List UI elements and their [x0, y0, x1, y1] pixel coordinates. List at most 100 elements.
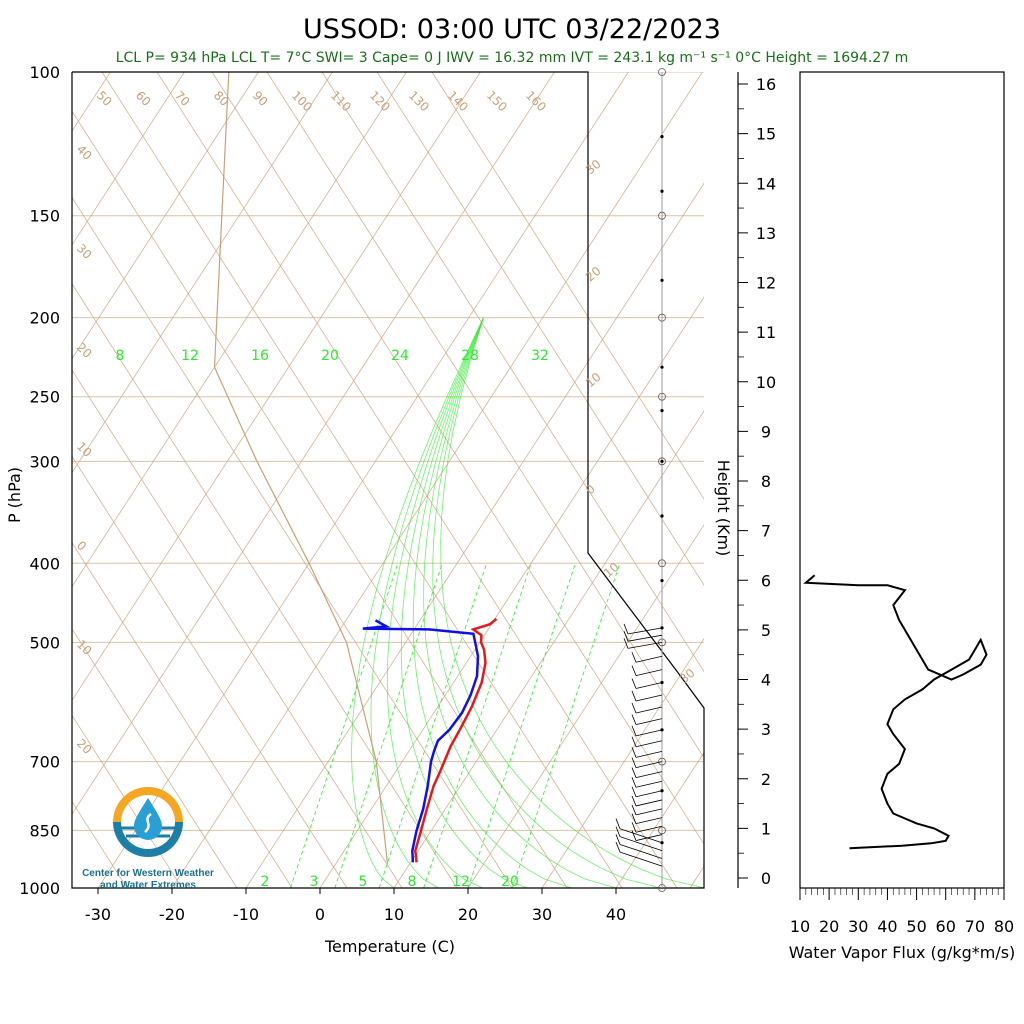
height-tick-label: 5 [761, 621, 771, 640]
mixing-ratio-label: 28 [461, 348, 479, 364]
wind-barb-flag [631, 747, 637, 758]
wind-level-dot [660, 365, 664, 369]
wind-barb [635, 799, 663, 807]
adiabat-line [101, 72, 623, 888]
flux-x-axis-label: Water Vapor Flux (g/kg*m/s) [789, 943, 1016, 962]
mixing-ratio-label: 20 [321, 348, 339, 364]
adiabat-line [72, 455, 348, 888]
wind-barb [635, 817, 663, 825]
wind-barb [619, 851, 663, 867]
adiabat-line [376, 72, 704, 586]
adiabat-line [321, 72, 704, 673]
height-tick-label: 10 [756, 373, 776, 392]
wind-barb-flag [631, 736, 637, 747]
height-tick-label: 4 [761, 671, 771, 690]
wind-level-dot [660, 135, 664, 139]
stats-line: LCL P= 934 hPa LCL T= 7°C SWI= 3 Cape= 0… [116, 50, 909, 66]
flux-tick-label: 20 [819, 917, 839, 936]
isotherm-line [541, 638, 704, 888]
flux-tick-label: 60 [936, 917, 956, 936]
moist-adiabat-line [370, 317, 484, 888]
wind-level-dot [660, 409, 664, 413]
wind-level-dot [660, 514, 664, 518]
skewt-background [72, 72, 704, 888]
isotherm-line [393, 410, 704, 888]
isotherm-line [72, 72, 407, 588]
wind-barb-flag [615, 826, 621, 837]
dewpoint-line [362, 619, 480, 863]
wind-barb-flag [631, 725, 637, 736]
mixing-ratio-label: 3 [310, 874, 319, 890]
wind-level-dot [660, 278, 664, 282]
y-tick-label: 250 [29, 388, 60, 407]
logo-sun [113, 787, 183, 822]
calm-wind-circle [658, 638, 666, 647]
chart-title: USSOD: 03:00 UTC 03/22/2023 [303, 14, 721, 45]
wind-barb [635, 780, 663, 788]
moist-adiabat-line [400, 317, 528, 888]
wind-barb [635, 834, 663, 841]
height-tick-label: 0 [761, 869, 771, 888]
y-tick-label: 400 [29, 554, 60, 573]
height-tick-label: 7 [761, 522, 771, 541]
flux-plot-frame [799, 71, 1005, 889]
wind-barb [627, 627, 663, 635]
wind-level-dot [660, 459, 664, 463]
wind-level-dot [660, 578, 664, 583]
mixing-ratio-label: 24 [391, 348, 409, 364]
wind-barb-flag [631, 665, 637, 676]
adiabat-line [72, 714, 183, 888]
x-tick-label: 20 [458, 905, 478, 924]
mixing-ratio-label: 8 [408, 874, 417, 890]
flux-tick-label: 80 [994, 917, 1014, 936]
wind-barb [635, 790, 663, 798]
x-tick-label: 10 [384, 905, 404, 924]
wind-barb [635, 750, 663, 758]
wind-barb-flag [615, 818, 621, 829]
wind-barb-flag [631, 757, 637, 768]
calm-wind-circle [658, 211, 666, 220]
wind-barb [635, 761, 663, 768]
isotherm-line [245, 182, 704, 888]
isotherm-line [764, 72, 1024, 888]
height-tick-label: 12 [756, 274, 776, 293]
wind-barb [635, 655, 663, 663]
mixing-ratio-line [290, 563, 399, 888]
adiabat-line [72, 110, 568, 888]
calm-wind-circle [658, 313, 666, 322]
calm-wind-circle [658, 559, 666, 568]
wind-barb-flag [631, 702, 637, 714]
wind-barb-flag [631, 804, 637, 816]
wind-barb [619, 828, 663, 844]
wind-barb-flag [631, 652, 637, 663]
mixing-ratio-label: 12 [452, 874, 470, 890]
wind-barb [627, 634, 663, 642]
mixing-ratio-label: 2 [261, 874, 270, 890]
logo-water [113, 822, 183, 857]
flux-profile-line [803, 574, 988, 850]
wind-barb-flag [631, 678, 637, 689]
isotherm-line [72, 72, 185, 246]
y-tick-label: 150 [29, 207, 60, 226]
mixing-ratio-label: 20 [501, 874, 519, 890]
height-tick-label: 2 [761, 770, 771, 789]
wind-barb-flag [631, 714, 637, 725]
height-tick-label: 3 [761, 720, 771, 739]
wind-barb [619, 844, 663, 859]
adiabat-line [72, 196, 513, 888]
adiabat-line [72, 542, 293, 888]
adiabat-line [72, 369, 403, 888]
wind-barb-flag [615, 841, 621, 853]
moist-adiabat-line [351, 317, 484, 888]
plot-boundary [71, 71, 705, 889]
cw3e-logo: Center for Western Weather and Water Ext… [82, 787, 214, 891]
height-tick-label: 11 [756, 323, 776, 342]
adiabat-line [431, 72, 704, 500]
flux-tick-label: 10 [790, 917, 810, 936]
wind-barb [635, 694, 663, 702]
y-tick-label: 500 [29, 633, 60, 652]
wind-barb-flag [623, 638, 629, 649]
wind-barb [627, 641, 663, 649]
